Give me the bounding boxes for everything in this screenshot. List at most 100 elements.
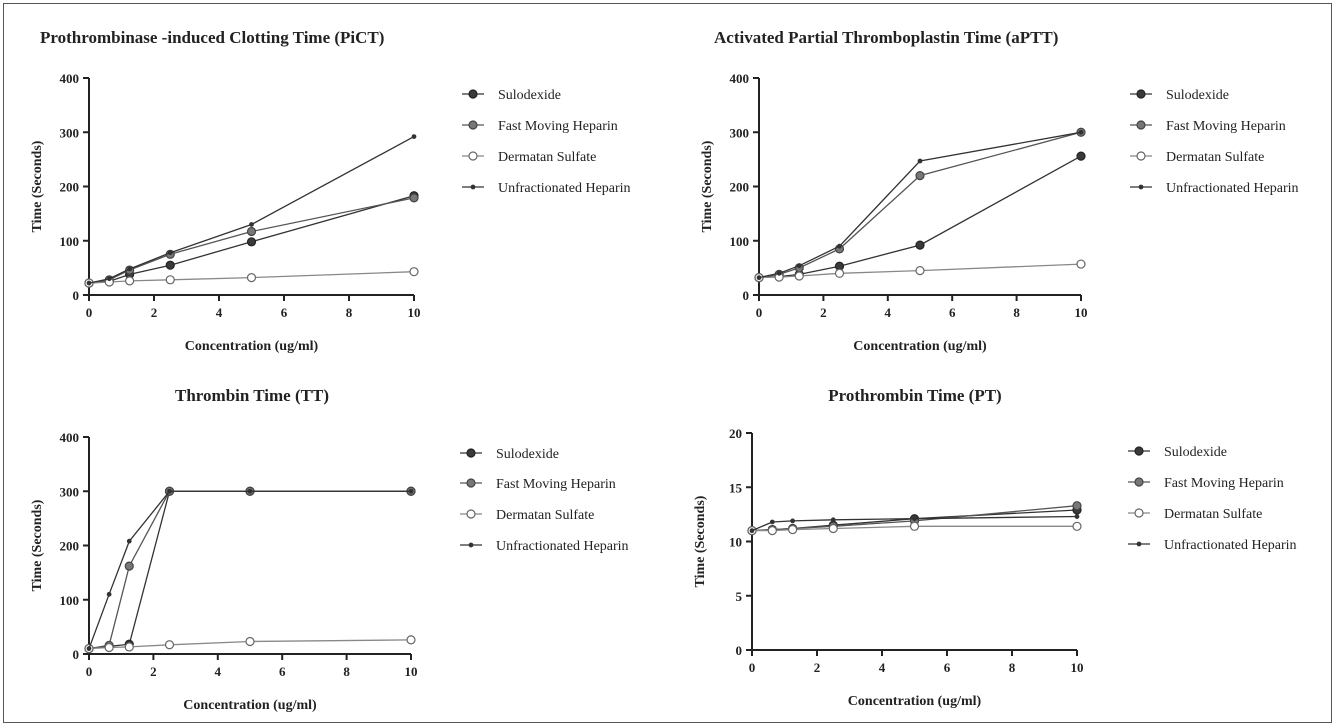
data-point	[86, 646, 92, 651]
chart-title: Prothrombinase -induced Clotting Time (P…	[40, 28, 384, 47]
x-axis-label: Concentration (ug/ml)	[183, 698, 317, 713]
data-point	[915, 240, 925, 250]
x-tick-label: 4	[215, 664, 222, 679]
x-tick-label: 2	[814, 660, 821, 675]
legend-marker	[1136, 151, 1146, 161]
data-point	[126, 538, 132, 544]
x-tick-label: 8	[346, 305, 353, 320]
y-tick-label: 400	[730, 71, 750, 86]
x-tick-label: 0	[756, 305, 763, 320]
y-tick-label: 100	[60, 234, 80, 249]
chart-title: Activated Partial Thromboplastin Time (a…	[714, 28, 1058, 47]
legend-entry: Sulodexide	[496, 447, 559, 462]
figure-frame	[3, 3, 1332, 723]
series-line-4	[758, 131, 1082, 279]
y-axis-label: Time (Seconds)	[693, 495, 708, 587]
data-point	[249, 222, 254, 227]
x-axis-label: Concentration (ug/ml)	[853, 339, 987, 354]
legend-entry: Fast Moving Heparin	[498, 119, 618, 134]
x-axis-label: Concentration (ug/ml)	[848, 694, 982, 709]
chart-panel-4: Prothrombin Time (PT) 0 2 4 6 8 10 0 5 10 15 20 Conc…	[693, 386, 1297, 709]
y-tick-label: 200	[730, 180, 750, 195]
chart-panel-3: Thrombin Time (TT)0 2 4 6 8 100100200300400Co…	[30, 386, 629, 713]
data-point	[756, 275, 762, 281]
data-point	[1072, 521, 1082, 531]
x-tick-label: 8	[343, 664, 350, 679]
x-tick-label: 4	[879, 660, 886, 675]
y-tick-label: 200	[60, 180, 80, 195]
data-point	[912, 516, 917, 522]
legend-entry: Dermatan Sulfate	[498, 150, 596, 165]
data-point	[749, 528, 755, 534]
legend-entry: Unfractionated Heparin	[1164, 538, 1297, 553]
data-point	[406, 635, 416, 645]
x-axis-label: Concentration (ug/ml)	[185, 339, 319, 354]
x-tick-label: 2	[150, 664, 157, 679]
y-tick-label: 0	[73, 647, 80, 662]
x-tick-label: 6	[944, 660, 951, 675]
legend-marker	[1134, 477, 1144, 487]
data-point	[165, 260, 175, 270]
y-tick-label: 20	[729, 426, 742, 441]
data-point	[164, 640, 175, 650]
data-point	[409, 193, 419, 203]
series-line-4	[88, 490, 411, 649]
x-tick-label: 0	[86, 664, 93, 679]
legend-entry: Unfractionated Heparin	[498, 181, 631, 196]
data-point	[409, 267, 419, 277]
x-tick-label: 10	[1071, 660, 1084, 675]
chart-title: Prothrombin Time (PT)	[828, 386, 1001, 405]
x-tick-label: 8	[1013, 305, 1020, 320]
x-tick-label: 6	[281, 305, 288, 320]
data-point	[246, 273, 257, 283]
data-point	[165, 275, 175, 285]
legend-entry: Dermatan Sulfate	[496, 508, 594, 523]
series-line-2	[88, 490, 411, 650]
data-point	[790, 518, 796, 524]
data-point	[1074, 514, 1080, 519]
data-point	[909, 521, 920, 531]
legend-marker	[466, 478, 476, 488]
legend-entry: Sulodexide	[1164, 445, 1227, 460]
data-point	[246, 226, 257, 237]
data-point	[106, 276, 112, 282]
legend-entry: Dermatan Sulfate	[1166, 150, 1264, 165]
y-tick-label: 10	[729, 535, 742, 550]
data-point	[776, 270, 782, 276]
y-tick-label: 300	[730, 125, 750, 140]
data-point	[1078, 129, 1084, 135]
legend-marker	[1136, 541, 1142, 547]
legend-entry: Unfractionated Heparin	[1166, 181, 1299, 196]
x-tick-label: 6	[949, 305, 956, 320]
data-point	[915, 171, 925, 181]
y-tick-label: 0	[736, 643, 743, 658]
chart-panel-2: Activated Partial Thromboplastin Time (a…	[700, 28, 1299, 354]
legend-marker	[470, 184, 476, 190]
data-point	[104, 642, 114, 653]
legend-marker	[1138, 184, 1144, 190]
legend-marker	[468, 120, 478, 130]
data-point	[1076, 151, 1086, 161]
data-point	[247, 488, 253, 494]
legend-entry: Dermatan Sulfate	[1164, 507, 1262, 522]
legend-marker	[468, 542, 474, 548]
data-point	[837, 243, 842, 249]
data-point	[769, 519, 775, 525]
legend-entry: Fast Moving Heparin	[1164, 476, 1284, 491]
data-point	[828, 523, 838, 534]
x-tick-label: 8	[1009, 660, 1016, 675]
series-line-4	[751, 515, 1078, 532]
data-point	[245, 636, 255, 647]
data-point	[834, 268, 845, 278]
x-tick-label: 0	[86, 305, 93, 320]
data-point	[411, 134, 417, 139]
y-tick-label: 100	[60, 593, 80, 608]
data-point	[106, 591, 112, 597]
data-point	[915, 265, 925, 276]
data-point	[830, 517, 836, 523]
y-tick-label: 300	[60, 125, 80, 140]
legend-entry: Fast Moving Heparin	[1166, 119, 1286, 134]
x-tick-label: 10	[405, 664, 418, 679]
y-axis-label: Time (Seconds)	[30, 140, 45, 232]
